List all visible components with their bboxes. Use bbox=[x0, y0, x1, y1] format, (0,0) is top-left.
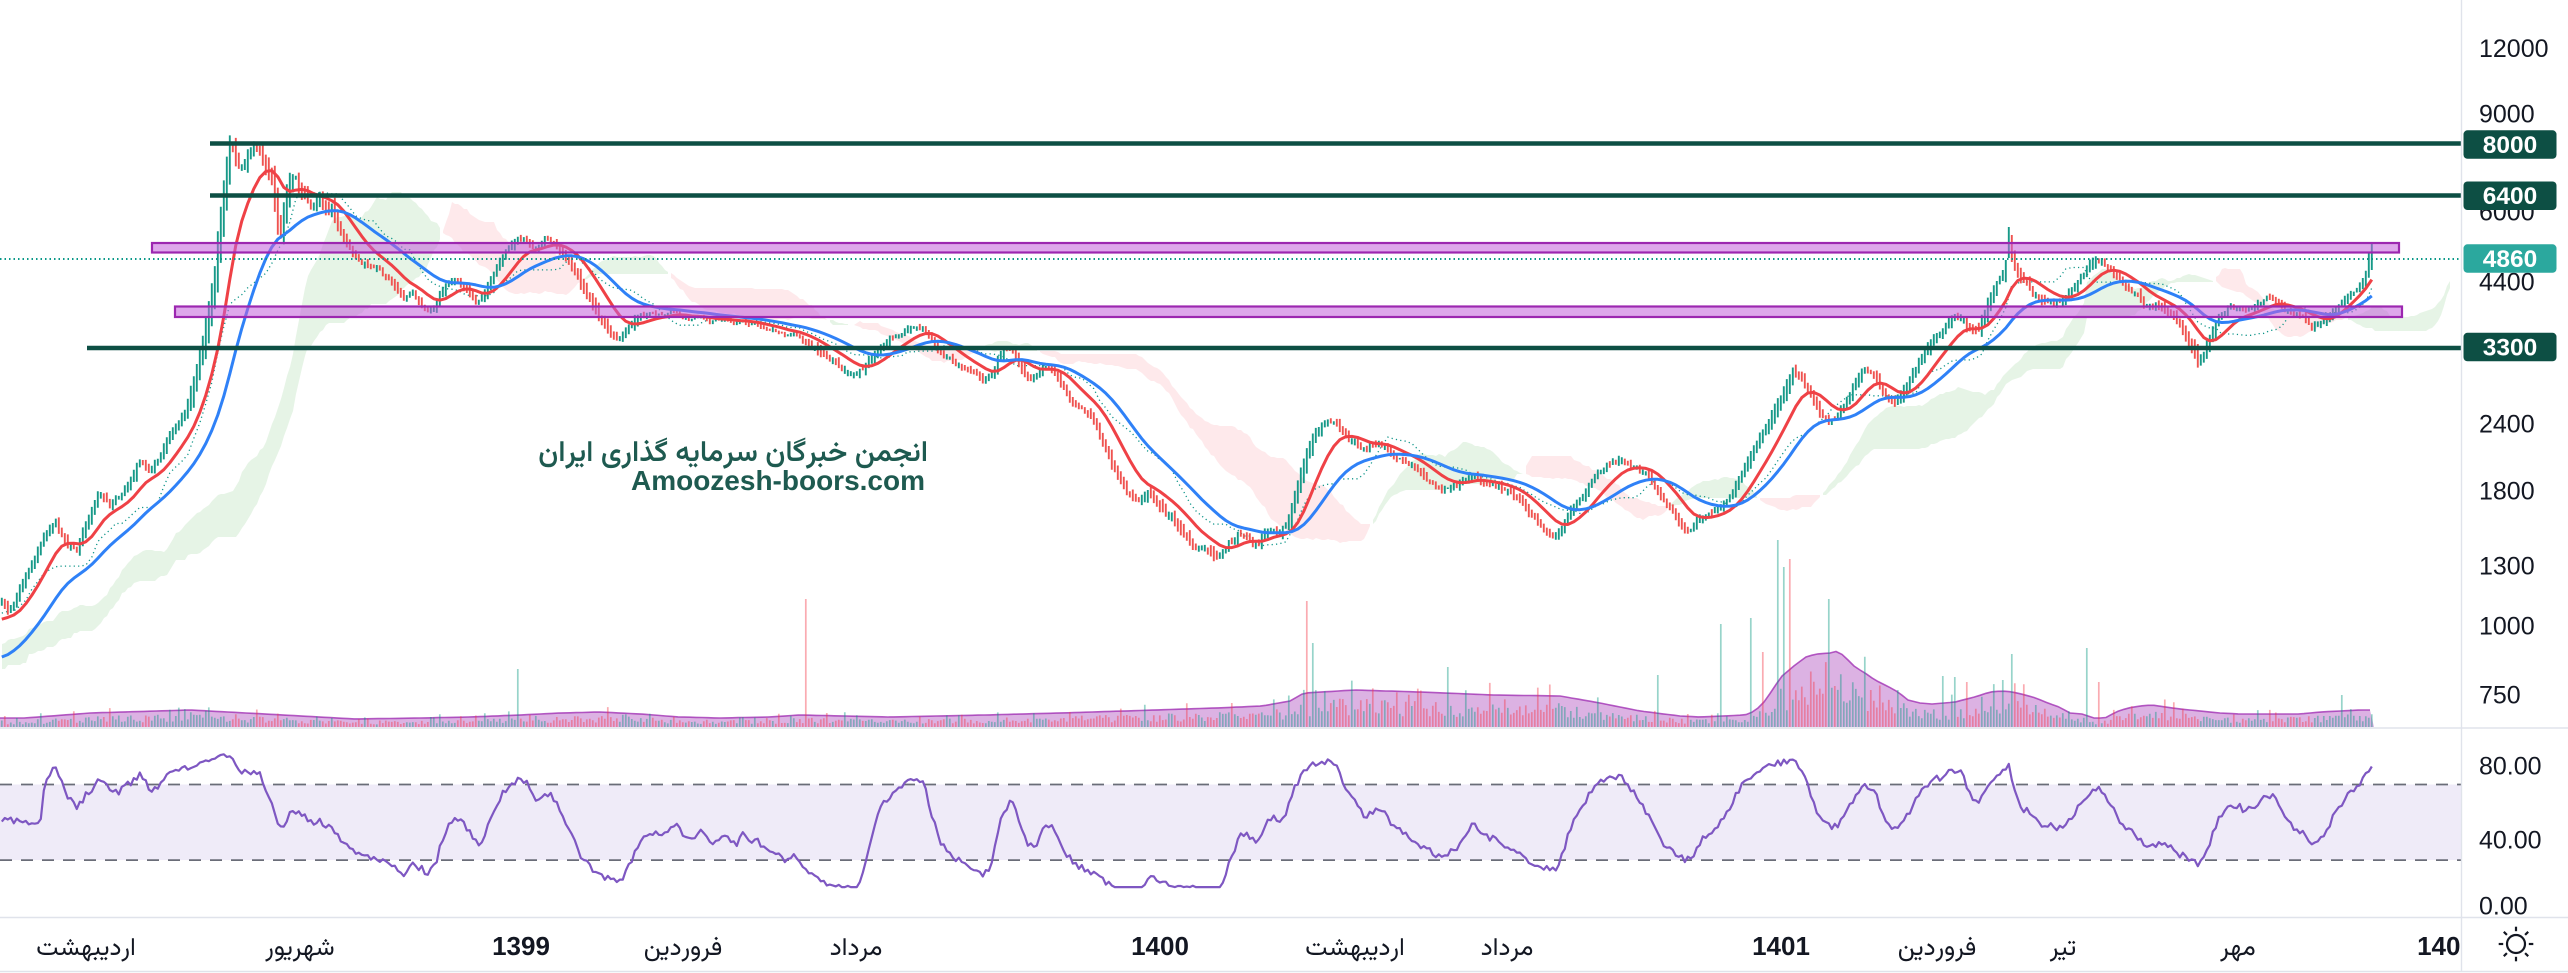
svg-text:0.00: 0.00 bbox=[2479, 893, 2528, 921]
svg-text:1400: 1400 bbox=[1131, 931, 1189, 961]
svg-text:1401: 1401 bbox=[1752, 931, 1810, 961]
svg-text:2400: 2400 bbox=[2479, 411, 2535, 439]
svg-text:750: 750 bbox=[2479, 682, 2521, 710]
svg-text:80.00: 80.00 bbox=[2479, 753, 2542, 781]
svg-text:4400: 4400 bbox=[2479, 269, 2535, 297]
svg-text:1300: 1300 bbox=[2479, 553, 2535, 581]
svg-text:1000: 1000 bbox=[2479, 613, 2535, 641]
svg-text:9000: 9000 bbox=[2479, 101, 2535, 129]
svg-text:Amoozesh-boors.com: Amoozesh-boors.com bbox=[631, 465, 925, 496]
svg-text:6400: 6400 bbox=[2483, 183, 2538, 210]
svg-text:1399: 1399 bbox=[492, 931, 550, 961]
svg-text:8000: 8000 bbox=[2483, 132, 2538, 159]
svg-text:40.00: 40.00 bbox=[2479, 827, 2542, 855]
svg-text:4860: 4860 bbox=[2483, 246, 2538, 273]
svg-text:12000: 12000 bbox=[2479, 35, 2549, 63]
svg-text:3300: 3300 bbox=[2483, 335, 2538, 362]
svg-text:1800: 1800 bbox=[2479, 478, 2535, 506]
